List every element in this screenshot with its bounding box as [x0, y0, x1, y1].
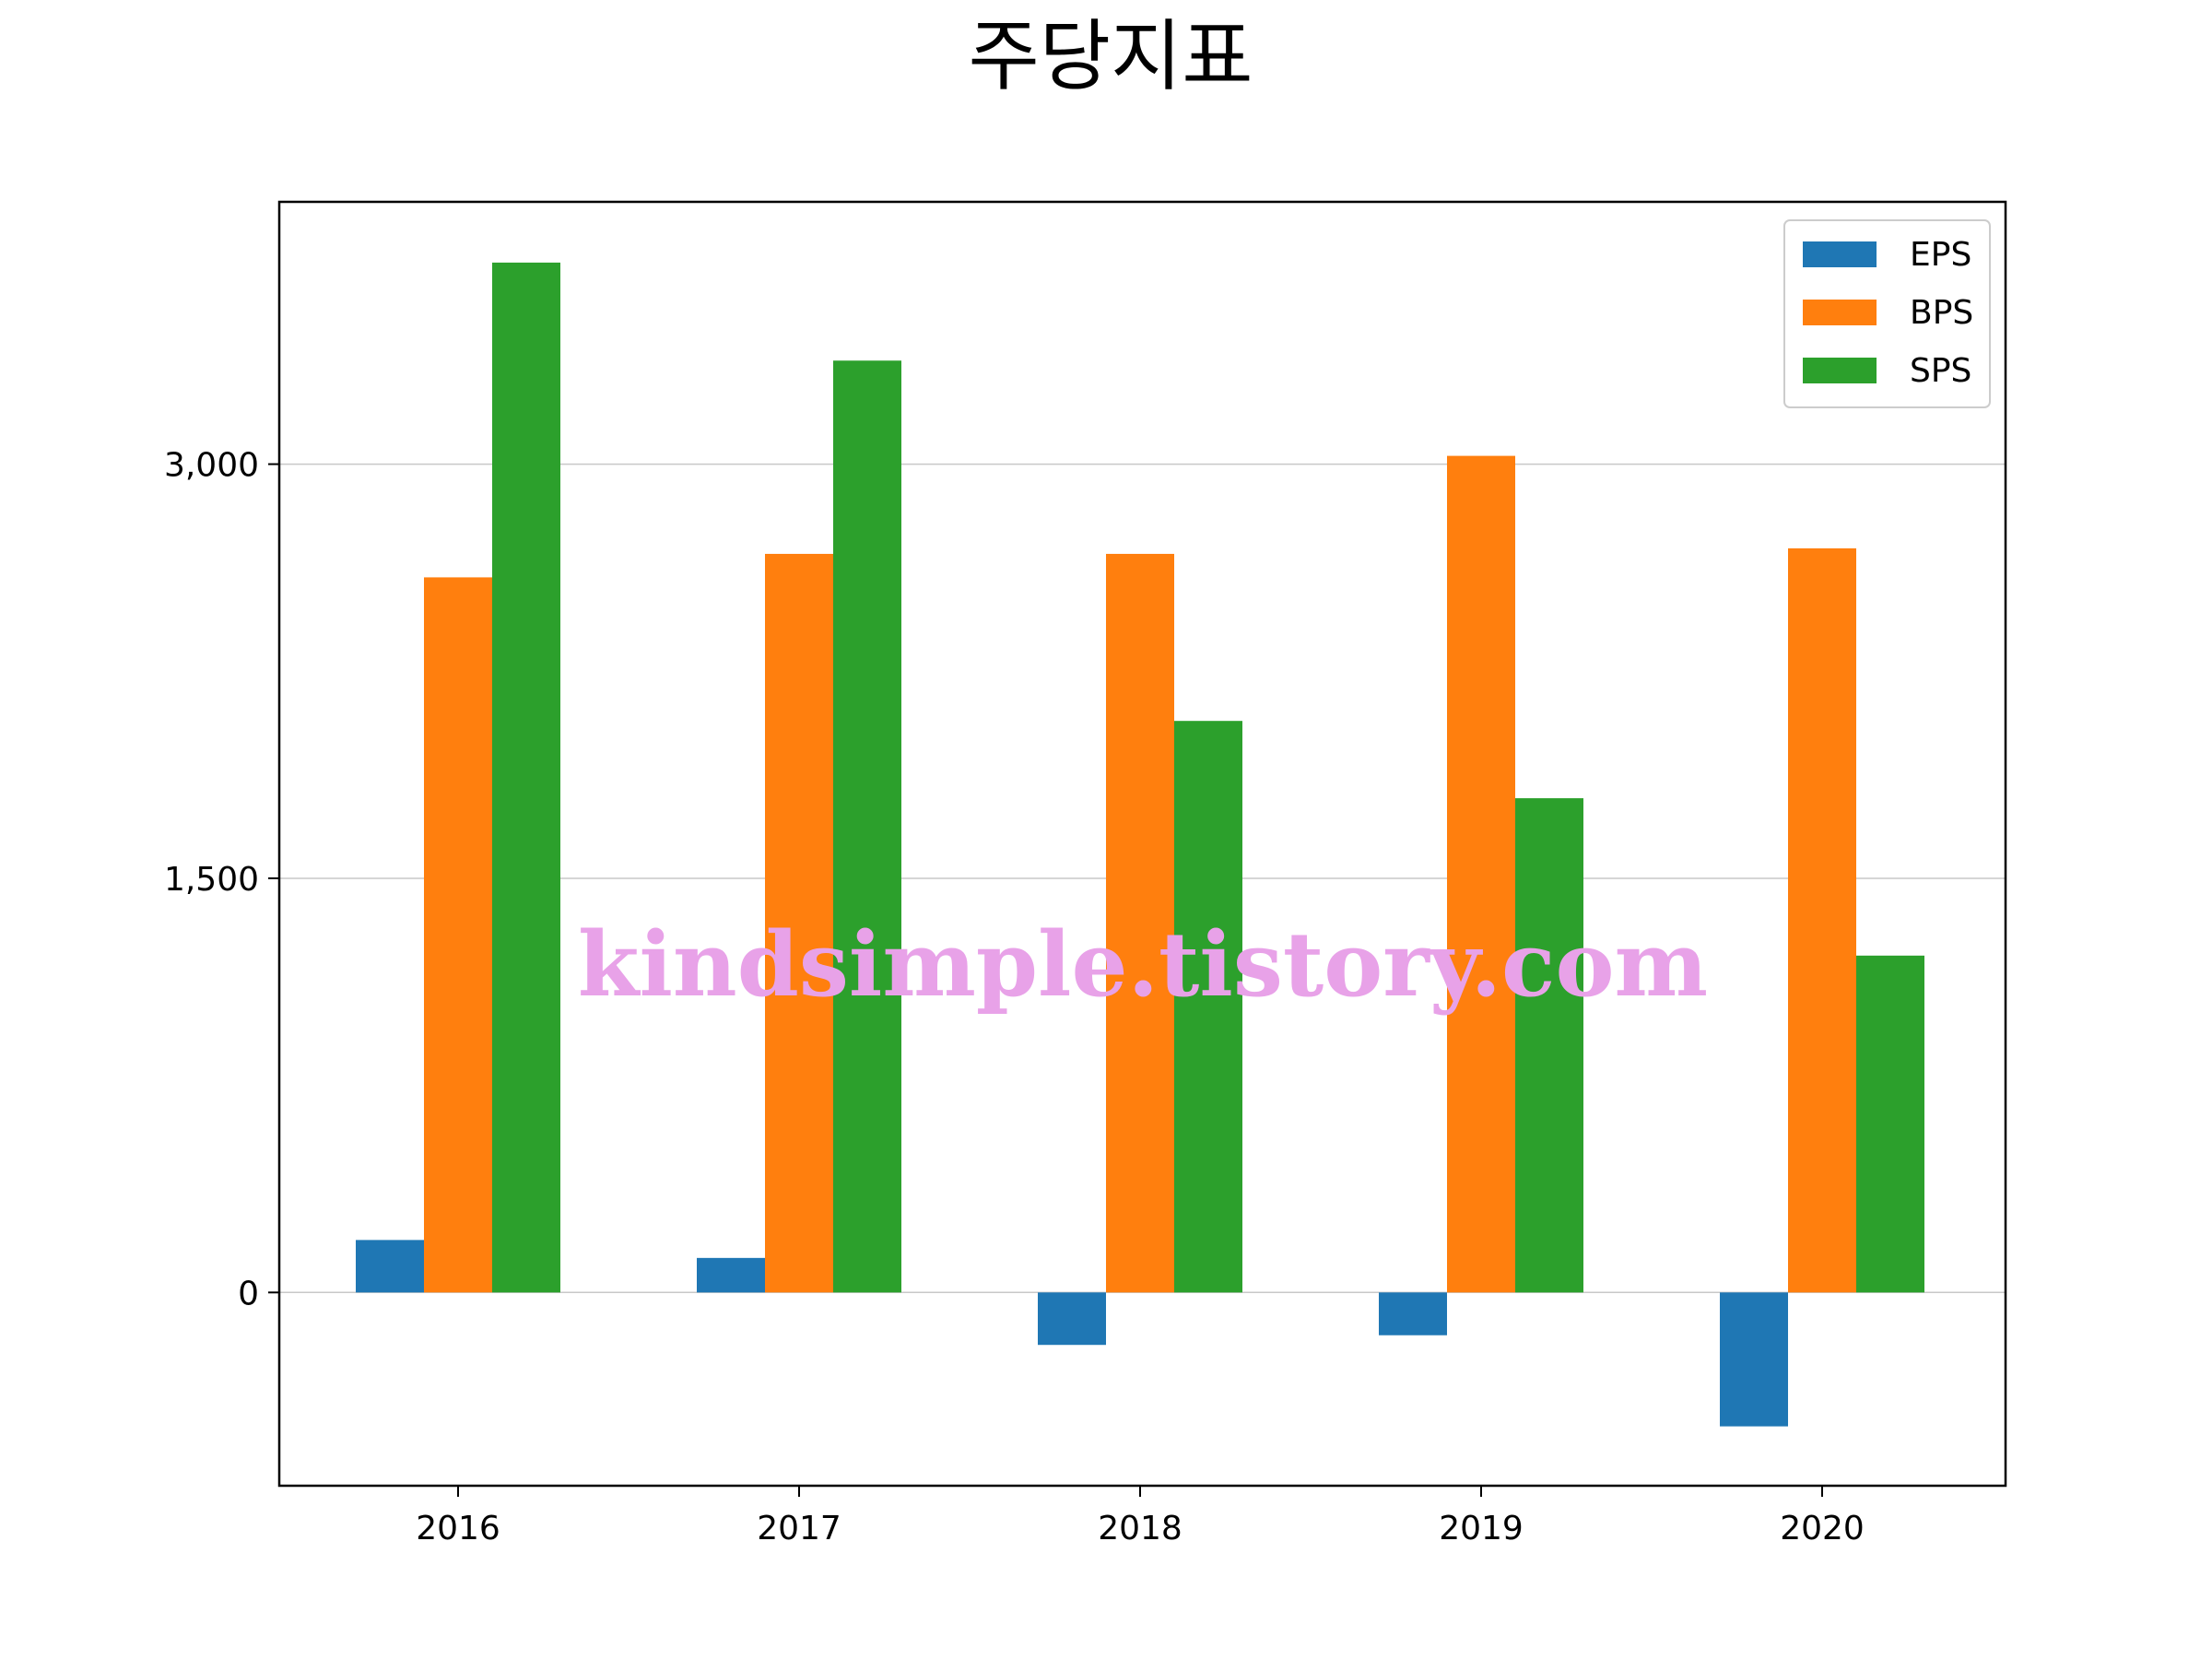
legend-label-bps: BPS [1910, 294, 1973, 332]
x-tick-label: 2020 [1780, 1510, 1865, 1547]
legend-swatch-bps [1803, 300, 1877, 325]
legend-label-sps: SPS [1910, 352, 1971, 390]
bar-bps-2020 [1788, 547, 1856, 1293]
x-axis: 2016 2017 2018 2019 2020 [416, 1486, 1865, 1547]
bars [356, 262, 1924, 1427]
y-tick-label: 0 [238, 1275, 259, 1312]
legend: EPS BPS SPS [1783, 219, 1991, 408]
watermark-text: kindsimple.tistory.com [578, 912, 1708, 1017]
bar-eps-2018 [1038, 1292, 1106, 1346]
y-tick-label: 3,000 [164, 447, 259, 485]
legend-label-eps: EPS [1910, 236, 1971, 274]
bar-bps-2018 [1106, 553, 1174, 1293]
bar-sps-2017 [833, 360, 901, 1293]
bar-sps-2016 [492, 262, 560, 1293]
bar-eps-2019 [1379, 1292, 1447, 1335]
legend-swatch-eps [1803, 241, 1877, 267]
chart-title: 주당지표 [968, 11, 1253, 101]
y-tick-label: 1,500 [164, 861, 259, 899]
x-tick-label: 2017 [757, 1510, 841, 1547]
x-tick-label: 2016 [416, 1510, 500, 1547]
bar-sps-2020 [1856, 955, 1924, 1293]
bar-bps-2017 [765, 553, 833, 1293]
x-tick-label: 2019 [1439, 1510, 1524, 1547]
legend-swatch-sps [1803, 358, 1877, 383]
plot-frame [277, 200, 2007, 1488]
x-tick-label: 2018 [1098, 1510, 1182, 1547]
bar-sps-2019 [1515, 798, 1583, 1293]
bar-sps-2018 [1174, 721, 1242, 1293]
bar-eps-2020 [1720, 1292, 1788, 1427]
bar-eps-2016 [356, 1240, 424, 1293]
bar-eps-2017 [697, 1257, 765, 1293]
y-axis: 0 1,500 3,000 [164, 447, 279, 1312]
bar-bps-2019 [1447, 455, 1515, 1293]
bar-bps-2016 [424, 577, 492, 1293]
